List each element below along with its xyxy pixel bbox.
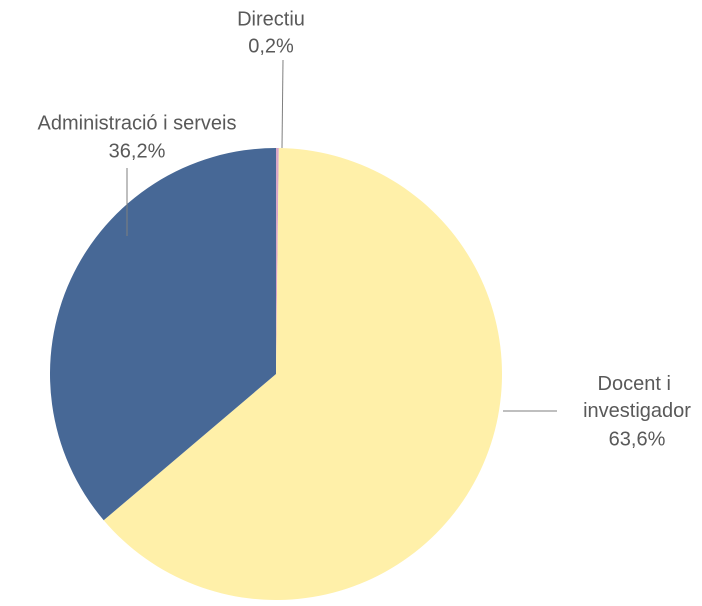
category-label: Administració i serveis bbox=[38, 112, 237, 134]
category-label: Directiu bbox=[237, 8, 305, 30]
pie-slice bbox=[50, 148, 276, 521]
category-label: Docent i investigador bbox=[583, 373, 691, 422]
value-label: 36,2% bbox=[109, 140, 166, 162]
pie-slice bbox=[103, 148, 503, 601]
pie-slice bbox=[276, 148, 279, 374]
leader-line bbox=[281, 59, 284, 149]
value-label: 63,6% bbox=[609, 428, 666, 450]
value-label: 0,2% bbox=[248, 35, 294, 57]
